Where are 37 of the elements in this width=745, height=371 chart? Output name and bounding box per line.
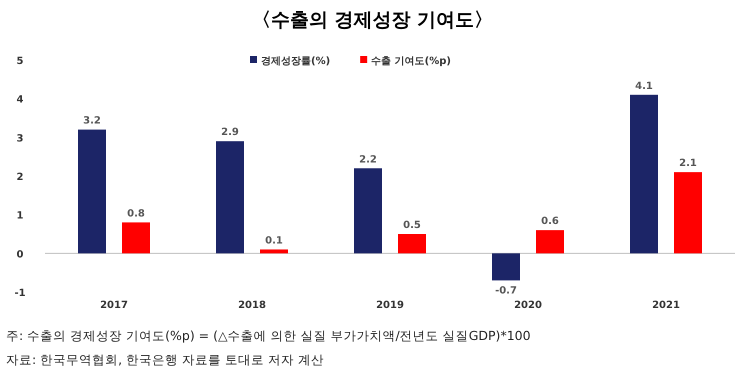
data-label: 4.1 — [635, 80, 653, 92]
x-tick-label: 2020 — [514, 300, 542, 311]
bar — [674, 172, 702, 254]
bar — [216, 141, 244, 254]
data-label: 2.1 — [679, 158, 697, 170]
y-tick-label: 4 — [16, 94, 24, 106]
bar — [492, 253, 520, 280]
data-label: 2.2 — [359, 154, 377, 166]
y-tick-label: 3 — [16, 133, 24, 144]
y-tick-label: 2 — [16, 172, 24, 183]
bar — [260, 249, 288, 254]
data-label: -0.7 — [495, 285, 517, 296]
y-tick-label: 0 — [16, 249, 24, 260]
bar — [78, 130, 106, 254]
data-label: 0.8 — [127, 208, 145, 220]
legend-label: 경제성장률(%) — [261, 56, 330, 67]
data-label: 3.2 — [83, 116, 101, 127]
data-label: 0.6 — [541, 216, 559, 228]
legend-label: 수출 기여도(%p) — [371, 56, 451, 67]
data-label: 2.9 — [221, 127, 239, 138]
bar — [398, 234, 426, 254]
text: 자료: 한국무역협회, 한국은행 자료를 토대로 저자 계산 — [6, 352, 324, 367]
data-label: 0.5 — [403, 220, 421, 231]
x-tick-label: 2019 — [376, 300, 404, 311]
text: 주: 수출의 경제성장 기여도(%p) = (△수출에 의한 실질 부가가치액/전년도 실질GDP)*100 — [6, 328, 531, 343]
chart-title: 〈수출의 경제성장 기여도〉 — [252, 9, 494, 31]
x-tick-label: 2018 — [238, 300, 266, 311]
data-label: 0.1 — [265, 235, 283, 246]
bar — [122, 222, 150, 254]
y-tick-label: 1 — [16, 210, 24, 222]
x-tick-label: 2021 — [652, 300, 680, 311]
y-tick-label: -1 — [14, 288, 26, 299]
bar — [354, 168, 382, 254]
bar — [536, 230, 564, 254]
bar — [630, 94, 658, 254]
x-tick-label: 2017 — [100, 300, 128, 311]
y-tick-label: 5 — [16, 56, 24, 67]
